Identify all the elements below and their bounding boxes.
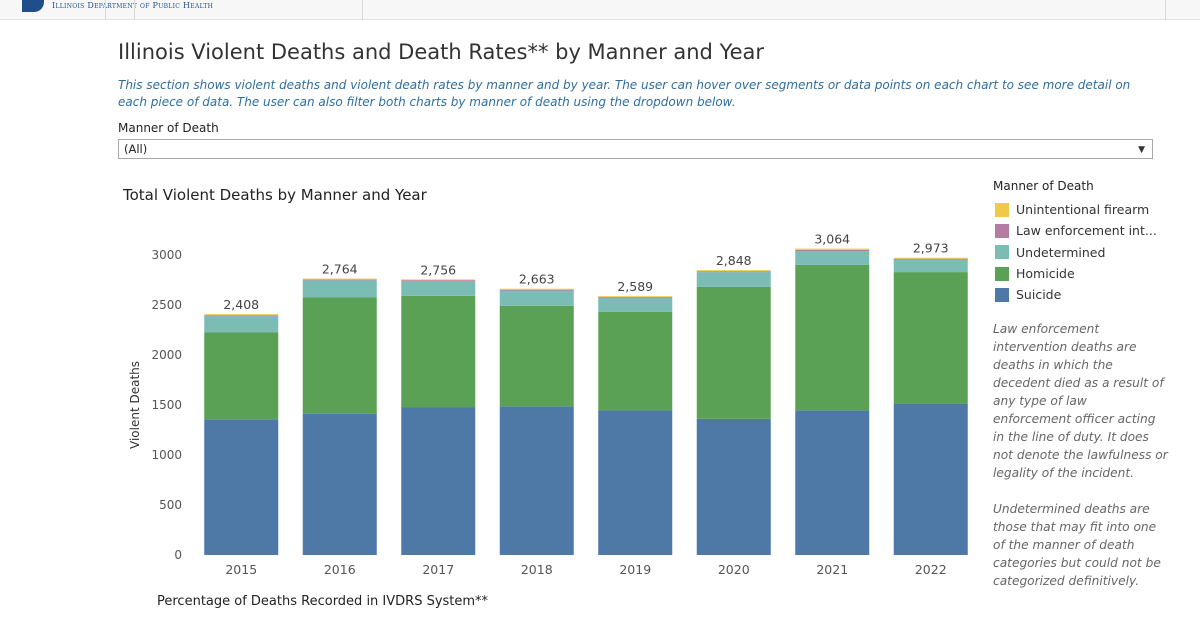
y-tick-label: 3000 [151, 248, 182, 262]
bar-segment-unintentional-firearm-2019 [598, 296, 673, 297]
bar-segment-suicide-2015 [204, 419, 279, 555]
caret-down-icon: ▼ [1138, 145, 1145, 155]
manner-filter-label: Manner of Death [118, 121, 219, 135]
x-tick-label: 2016 [324, 562, 356, 577]
banner-tab-divider [105, 0, 135, 20]
y-tick-label: 2000 [151, 348, 182, 362]
x-tick-label: 2022 [915, 562, 947, 577]
bar-segment-suicide-2019 [598, 410, 673, 555]
law-enforcement-note: Law enforcement intervention deaths are … [993, 322, 1168, 480]
bar-segment-undetermined-2022 [893, 259, 968, 273]
legend-swatch [995, 202, 1009, 217]
agency-name: Illinois Department of Public Health [52, 1, 214, 10]
bar-total-label: 3,064 [814, 232, 850, 247]
bar-segment-unintentional-firearm-2017 [401, 279, 476, 281]
legend-item-suicide[interactable]: Suicide [995, 284, 1157, 305]
legend-label: Law enforcement int... [1016, 223, 1157, 239]
bar-segment-undetermined-2017 [401, 281, 476, 296]
chart-title: Total Violent Deaths by Manner and Year [123, 186, 427, 204]
y-axis-title: Violent Deaths [128, 361, 142, 449]
legend-swatch [995, 266, 1009, 281]
dropdown-selected-value: (All) [124, 142, 148, 156]
manner-of-death-dropdown[interactable]: (All) ▼ [118, 139, 1153, 159]
legend-label: Homicide [1016, 266, 1075, 282]
bar-segment-law-enforcement-int-2016 [302, 279, 377, 281]
x-tick-label: 2018 [521, 562, 553, 577]
legend: Unintentional firearm Law enforcement in… [995, 199, 1157, 305]
legend-swatch [995, 223, 1009, 238]
bar-segment-undetermined-2021 [795, 251, 870, 265]
bar-segment-suicide-2017 [401, 407, 476, 555]
bar-segment-undetermined-2015 [204, 316, 279, 333]
y-tick-label: 2500 [151, 298, 182, 312]
bar-segment-undetermined-2020 [696, 272, 771, 287]
x-tick-label: 2020 [718, 562, 750, 577]
bar-segment-law-enforcement-int-2022 [893, 258, 968, 260]
x-tick-label: 2015 [225, 562, 257, 577]
x-tick-label: 2019 [619, 562, 651, 577]
page-title: Illinois Violent Deaths and Death Rates*… [118, 40, 765, 64]
x-tick-label: 2017 [422, 562, 454, 577]
bar-segment-law-enforcement-int-2018 [499, 289, 574, 291]
legend-item-undetermined[interactable]: Undetermined [995, 242, 1157, 263]
bar-segment-homicide-2020 [696, 286, 771, 419]
top-banner: Illinois Department of Public Health [0, 0, 1200, 20]
bar-segment-homicide-2017 [401, 295, 476, 408]
bar-total-label: 2,848 [716, 253, 752, 268]
legend-swatch [995, 245, 1009, 260]
bar-segment-undetermined-2016 [302, 280, 377, 298]
y-tick-label: 0 [174, 548, 182, 562]
legend-label: Undetermined [1016, 244, 1106, 260]
y-tick-label: 1000 [151, 448, 182, 462]
bar-segment-unintentional-firearm-2020 [696, 270, 771, 272]
legend-item-homicide[interactable]: Homicide [995, 263, 1157, 284]
bar-segment-unintentional-firearm-2015 [204, 314, 279, 316]
bar-total-label: 2,764 [322, 262, 358, 277]
bar-segment-suicide-2021 [795, 410, 870, 555]
bar-segment-suicide-2020 [696, 418, 771, 555]
legend-swatch [995, 287, 1009, 302]
legend-label: Unintentional firearm [1016, 202, 1150, 218]
bar-total-label: 2,408 [223, 297, 259, 312]
bar-segment-law-enforcement-int-2021 [795, 249, 870, 252]
bar-segment-law-enforcement-int-2019 [598, 296, 673, 298]
bar-segment-suicide-2016 [302, 413, 377, 555]
section-description: This section shows violent deaths and vi… [118, 78, 1131, 109]
bar-segment-unintentional-firearm-2016 [302, 278, 377, 280]
bar-segment-undetermined-2019 [598, 297, 673, 312]
bar-total-label: 2,973 [913, 241, 949, 256]
y-tick-label: 500 [159, 498, 182, 512]
bar-segment-unintentional-firearm-2021 [795, 248, 870, 250]
bar-segment-law-enforcement-int-2015 [204, 315, 279, 317]
x-tick-label: 2021 [816, 562, 848, 577]
legend-item-law-enforcement[interactable]: Law enforcement int... [995, 220, 1157, 241]
banner-tab-area [362, 0, 1166, 20]
idph-logo-icon [22, 0, 44, 12]
legend-label: Suicide [1016, 287, 1062, 303]
bar-segment-law-enforcement-int-2020 [696, 271, 771, 273]
undetermined-note: Undetermined deaths are those that may f… [993, 502, 1161, 588]
y-tick-label: 1500 [151, 398, 182, 412]
bar-segment-law-enforcement-int-2017 [401, 280, 476, 282]
bar-segment-undetermined-2018 [499, 290, 574, 306]
bar-total-label: 2,589 [617, 279, 653, 294]
bar-segment-suicide-2022 [893, 403, 968, 555]
bar-segment-homicide-2019 [598, 311, 673, 411]
bar-segment-unintentional-firearm-2018 [499, 288, 574, 290]
bar-segment-suicide-2018 [499, 406, 574, 555]
bar-segment-homicide-2022 [893, 272, 968, 404]
legend-title: Manner of Death [993, 179, 1094, 193]
bar-segment-homicide-2015 [204, 332, 279, 420]
ivdrs-section-title: Percentage of Deaths Recorded in IVDRS S… [157, 594, 489, 609]
bar-segment-homicide-2021 [795, 264, 870, 411]
bar-segment-homicide-2018 [499, 305, 574, 407]
bar-segment-homicide-2016 [302, 297, 377, 414]
violent-deaths-stacked-bar-chart: 0 500 1000 1500 2000 2500 3000 Violent Deaths 2,… [128, 232, 968, 577]
legend-item-unintentional-firearm[interactable]: Unintentional firearm [995, 199, 1157, 220]
bar-total-label: 2,663 [519, 272, 555, 287]
bar-segment-unintentional-firearm-2022 [893, 257, 968, 259]
bar-total-label: 2,756 [420, 262, 456, 277]
